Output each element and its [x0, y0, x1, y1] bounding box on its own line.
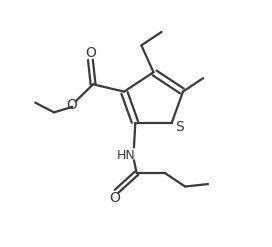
Text: O: O [110, 191, 120, 205]
Text: S: S [175, 120, 184, 134]
Text: O: O [85, 46, 96, 60]
Text: O: O [66, 98, 77, 112]
Text: HN: HN [116, 149, 135, 162]
